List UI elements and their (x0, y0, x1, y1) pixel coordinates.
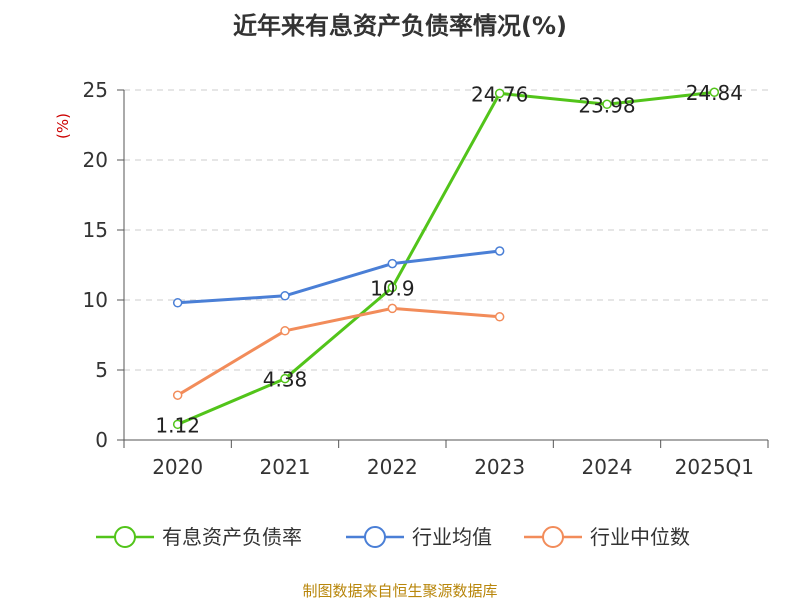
legend-marker (364, 526, 386, 548)
legend-label: 行业均值 (412, 525, 492, 549)
data-label: 24.84 (686, 81, 743, 105)
series-line-2 (176, 306, 502, 397)
y-tick-label: 10 (83, 288, 108, 312)
legend-item-2[interactable]: 行业中位数 (524, 525, 690, 549)
y-tick-label: 5 (95, 358, 108, 382)
legend-item-0[interactable]: 有息资产负债率 (96, 525, 302, 549)
data-point[interactable] (280, 326, 290, 336)
data-point[interactable] (494, 246, 505, 256)
y-tick-label: 15 (83, 218, 108, 242)
y-tick-label: 0 (95, 428, 108, 452)
legend-item-1[interactable]: 行业均值 (346, 525, 492, 549)
legend-label: 行业中位数 (590, 525, 690, 549)
series-line-0 (176, 90, 716, 426)
x-tick-label: 2022 (367, 455, 418, 479)
y-tick-label: 20 (83, 148, 108, 172)
data-label: 4.38 (263, 368, 308, 392)
data-point[interactable] (172, 298, 183, 308)
x-tick-label: 2021 (260, 455, 311, 479)
axes: 0 5 10 15 20 25 2020 2021 2022 2023 2024 2025Q1 (83, 78, 769, 479)
series (172, 87, 720, 430)
legend-label: 有息资产负债率 (162, 525, 302, 549)
data-label: 10.9 (370, 276, 415, 300)
y-tick-label: 25 (83, 78, 108, 102)
data-point[interactable] (387, 282, 398, 293)
data-point[interactable] (280, 373, 290, 384)
x-tick-label: 2023 (474, 455, 525, 479)
data-label: 1.12 (155, 413, 200, 437)
data-point[interactable] (280, 291, 290, 301)
x-tick-label: 2020 (152, 455, 203, 479)
legend-marker (542, 526, 564, 548)
source-note: 制图数据来自恒生聚源数据库 (302, 582, 497, 600)
y-unit-label: (%) (54, 113, 72, 139)
chart-title: 近年来有息资产负债率情况(%) (233, 12, 567, 40)
data-point[interactable] (709, 87, 720, 97)
data-labels: 1.12 4.38 10.9 24.76 23.98 24.84 (155, 81, 743, 437)
grid (124, 89, 768, 371)
data-point[interactable] (172, 419, 183, 430)
data-point[interactable] (387, 258, 398, 269)
data-point[interactable] (494, 312, 505, 322)
data-point[interactable] (602, 99, 612, 110)
data-point[interactable] (387, 303, 398, 314)
legend-marker (114, 526, 136, 548)
series-line-1 (176, 249, 502, 305)
data-point[interactable] (494, 88, 505, 99)
legend[interactable]: 有息资产负债率 行业均值 行业中位数 (96, 525, 690, 549)
x-tick-label: 2025Q1 (675, 455, 754, 479)
data-point[interactable] (172, 390, 183, 400)
data-label: 24.76 (471, 82, 528, 106)
data-label: 23.98 (578, 93, 635, 117)
x-tick-label: 2024 (582, 455, 633, 479)
